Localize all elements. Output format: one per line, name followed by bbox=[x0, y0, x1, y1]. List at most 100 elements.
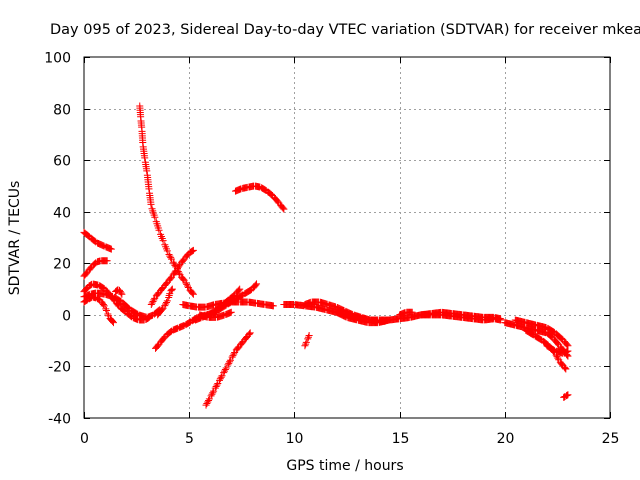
data-point bbox=[145, 185, 153, 193]
data-point bbox=[166, 329, 174, 337]
x-tick-labels: 0 5 10 15 20 25 bbox=[80, 431, 619, 447]
y-tick-label: 80 bbox=[53, 103, 71, 119]
x-tick-label: 15 bbox=[392, 431, 410, 447]
data-point bbox=[126, 311, 134, 319]
data-point bbox=[168, 285, 176, 293]
series-arc-14 bbox=[196, 308, 235, 321]
data-point bbox=[214, 379, 222, 387]
series-arc-4 bbox=[80, 293, 117, 327]
series-arc-19 bbox=[332, 308, 393, 327]
series-arc-3 bbox=[80, 280, 153, 324]
data-point bbox=[162, 300, 170, 308]
data-point bbox=[167, 287, 175, 295]
data-point bbox=[217, 373, 225, 381]
data-point bbox=[168, 286, 176, 294]
y-tick-label: 0 bbox=[62, 309, 71, 325]
x-tick-label: 5 bbox=[185, 431, 194, 447]
data-point bbox=[226, 356, 234, 364]
data-point bbox=[100, 302, 108, 310]
data-point bbox=[98, 283, 106, 291]
x-tick-label: 10 bbox=[286, 431, 304, 447]
y-axis-label: SDTVAR / TECUs bbox=[7, 181, 23, 296]
data-point bbox=[222, 364, 230, 372]
data-point bbox=[163, 297, 171, 305]
data-point bbox=[236, 285, 244, 293]
data-point bbox=[169, 258, 177, 266]
y-tick-label: 100 bbox=[44, 51, 71, 67]
data-point bbox=[204, 398, 212, 406]
data-point bbox=[224, 361, 232, 369]
series-arc-27 bbox=[560, 391, 572, 401]
series-arc-13 bbox=[215, 280, 261, 314]
data-point bbox=[90, 236, 98, 244]
data-point bbox=[304, 335, 312, 343]
data-point bbox=[107, 245, 115, 253]
data-point bbox=[203, 400, 211, 408]
x-tick-label: 25 bbox=[602, 431, 620, 447]
data-point bbox=[189, 289, 197, 297]
data-point bbox=[235, 286, 243, 294]
data-point bbox=[148, 299, 156, 307]
data-point bbox=[252, 281, 260, 289]
data-point bbox=[184, 282, 192, 290]
data-point bbox=[168, 255, 176, 263]
data-point bbox=[302, 338, 310, 346]
data-point bbox=[561, 364, 569, 372]
data-point bbox=[560, 363, 568, 371]
data-point bbox=[563, 341, 571, 349]
series-arc-22 bbox=[417, 308, 505, 323]
data-point bbox=[246, 330, 254, 338]
data-point bbox=[202, 401, 210, 409]
data-point bbox=[104, 310, 112, 318]
data-point bbox=[188, 247, 196, 255]
data-point bbox=[143, 167, 151, 175]
data-point bbox=[189, 290, 197, 298]
data-point bbox=[497, 315, 505, 323]
data-point bbox=[563, 347, 571, 355]
data-point bbox=[189, 247, 197, 255]
data-point bbox=[230, 350, 238, 358]
x-tick-label: 20 bbox=[497, 431, 515, 447]
y-tick-label: -40 bbox=[48, 412, 71, 428]
data-point bbox=[280, 205, 288, 213]
y-tick-label: 40 bbox=[53, 206, 71, 222]
data-point bbox=[147, 200, 155, 208]
series-arc-2 bbox=[80, 257, 111, 280]
x-axis-label: GPS time / hours bbox=[286, 458, 403, 474]
data-point bbox=[279, 204, 287, 212]
data-point bbox=[220, 369, 228, 377]
series-arc-8 bbox=[147, 246, 197, 309]
data-point bbox=[205, 395, 213, 403]
series-arc-21 bbox=[396, 308, 416, 319]
data-point bbox=[189, 246, 197, 254]
data-point bbox=[209, 389, 217, 397]
y-tick-labels: -40 -20 0 20 40 60 80 100 bbox=[44, 51, 71, 428]
grid-lines bbox=[84, 57, 610, 418]
data-point bbox=[162, 298, 170, 306]
data-point bbox=[103, 257, 111, 265]
data-point bbox=[213, 381, 221, 389]
data-point bbox=[385, 316, 393, 324]
data-point bbox=[301, 342, 309, 350]
series-arc-10 bbox=[154, 285, 176, 319]
data-point bbox=[179, 275, 187, 283]
y-tick-label: -20 bbox=[48, 360, 71, 376]
data-point bbox=[216, 375, 224, 383]
data-point bbox=[150, 296, 158, 304]
data-point bbox=[119, 306, 127, 314]
data-point bbox=[149, 297, 157, 305]
data-point bbox=[166, 252, 174, 260]
data-point bbox=[211, 384, 219, 392]
data-point bbox=[161, 302, 169, 310]
data-point bbox=[554, 354, 562, 362]
data-point bbox=[175, 262, 183, 270]
series-arc-16 bbox=[231, 182, 288, 213]
series-arc-6 bbox=[112, 286, 126, 298]
data-point bbox=[117, 289, 125, 297]
data-point bbox=[163, 247, 171, 255]
data-point bbox=[99, 301, 107, 309]
y-tick-label: 20 bbox=[53, 257, 71, 273]
data-point bbox=[305, 331, 313, 339]
axis-ticks bbox=[84, 57, 611, 419]
data-point bbox=[408, 308, 416, 316]
